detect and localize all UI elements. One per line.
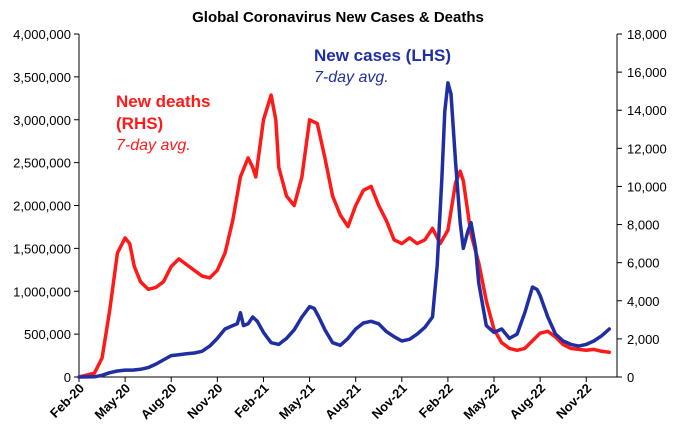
chart-title: Global Coronavirus New Cases & Deaths	[192, 9, 484, 26]
right-tick-label: 4,000	[627, 294, 660, 309]
annotation-cases-subtitle: 7-day avg.	[314, 69, 389, 86]
left-tick-label: 0	[64, 370, 71, 385]
left-tick-label: 1,000,000	[13, 284, 71, 299]
x-tick-label: Feb-22	[416, 381, 456, 421]
x-tick-label: Aug-22	[507, 381, 549, 423]
x-tick-label: May-22	[460, 381, 502, 423]
right-tick-label: 16,000	[627, 65, 667, 80]
right-tick-label: 12,000	[627, 141, 667, 156]
x-tick-label: Aug-20	[138, 381, 180, 423]
annotation-deaths-axis: (RHS)	[116, 114, 163, 133]
x-axis-ticks: Feb-20 May-20 Aug-20 Nov-20 Feb-21 May-21 Aug-…	[47, 377, 594, 422]
left-tick-label: 4,000,000	[13, 27, 71, 42]
annotation-deaths-subtitle: 7-day avg.	[116, 137, 191, 154]
annotations: New cases (LHS) 7-day avg. New deaths (R…	[116, 46, 451, 154]
right-tick-label: 8,000	[627, 218, 660, 233]
left-tick-label: 2,500,000	[13, 156, 71, 171]
x-tick-label: Feb-21	[231, 381, 271, 421]
right-tick-label: 10,000	[627, 179, 667, 194]
right-tick-label: 0	[627, 370, 634, 385]
right-tick-label: 14,000	[627, 103, 667, 118]
left-tick-label: 1,500,000	[13, 241, 71, 256]
right-tick-label: 18,000	[627, 27, 667, 42]
annotation-deaths-name: New deaths	[116, 92, 210, 111]
left-tick-label: 3,500,000	[13, 70, 71, 85]
series-layer	[77, 81, 612, 379]
left-axis-ticks: 0 500,000 1,000,000 1,500,000 2,000,000 2,500…	[13, 27, 79, 385]
x-tick-label: Feb-20	[47, 381, 87, 421]
left-tick-label: 3,000,000	[13, 113, 71, 128]
left-tick-label: 2,000,000	[13, 199, 71, 214]
series-line-new-deaths	[77, 93, 612, 379]
series-line-new-cases	[77, 81, 612, 379]
x-tick-label: Nov-22	[553, 381, 594, 422]
x-tick-label: Nov-21	[369, 381, 410, 422]
x-tick-label: May-20	[91, 381, 133, 423]
right-tick-label: 2,000	[627, 332, 660, 347]
x-tick-label: Aug-21	[322, 381, 364, 423]
x-tick-label: Nov-20	[184, 381, 225, 422]
annotation-cases-name: New cases (LHS)	[314, 46, 451, 65]
left-tick-label: 500,000	[24, 327, 71, 342]
right-axis-ticks: 0 2,000 4,000 6,000 8,000 10,000 12,000 14,000 1…	[617, 27, 667, 385]
right-tick-label: 6,000	[627, 256, 660, 271]
x-tick-label: May-21	[276, 381, 318, 423]
